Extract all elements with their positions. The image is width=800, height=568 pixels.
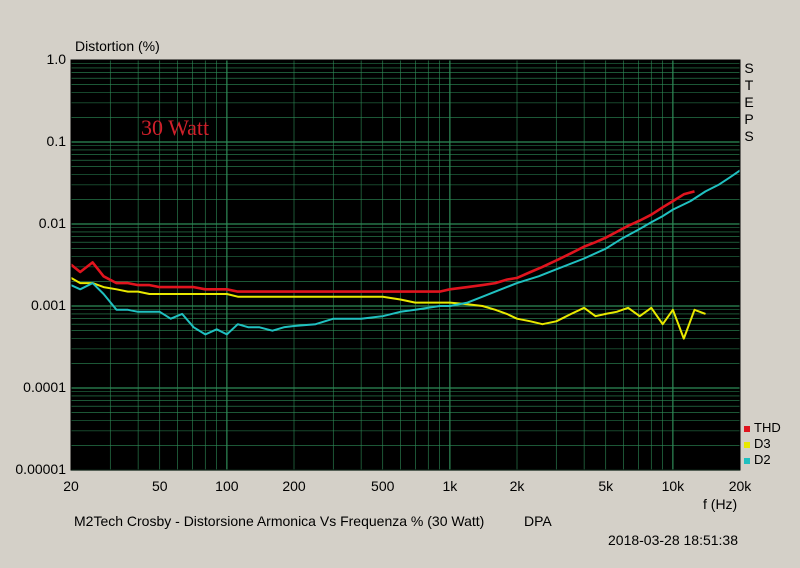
x-tick-label: 20k — [728, 478, 752, 494]
y-tick-label: 1.0 — [46, 51, 66, 67]
x-tick-label: 200 — [282, 478, 306, 494]
footer-brand: DPA — [524, 513, 552, 529]
legend-item-d3: D3 — [744, 436, 771, 451]
x-tick-label: 20 — [63, 478, 79, 494]
y-axis-label: Distortion (%) — [75, 38, 160, 54]
y-tick-label: 0.01 — [38, 215, 66, 231]
footer-caption: M2Tech Crosby - Distorsione Armonica Vs … — [74, 513, 485, 529]
steps-letter: E — [744, 94, 754, 110]
legend-label: D2 — [754, 452, 771, 467]
x-tick-label: 10k — [661, 478, 685, 494]
steps-letter: S — [744, 128, 754, 144]
grid-layer — [70, 60, 741, 471]
chart-annotation: 30 Watt — [141, 115, 210, 140]
series-line-d2 — [70, 169, 741, 336]
plot-frame — [70, 59, 741, 471]
plot-background — [71, 60, 740, 470]
series-line-d3 — [70, 277, 706, 340]
legend-swatch — [744, 441, 750, 448]
y-tick-label: 0.00001 — [15, 461, 66, 477]
x-axis-label: f (Hz) — [703, 496, 738, 512]
x-tick-label: 2k — [509, 478, 525, 494]
legend-label: THD — [754, 420, 781, 435]
legend-item-d2: D2 — [744, 452, 771, 467]
x-tick-label: 1k — [442, 478, 458, 494]
x-tick-label: 100 — [215, 478, 239, 494]
legend-label: D3 — [754, 436, 771, 451]
y-tick-label: 0.001 — [30, 297, 66, 313]
footer-timestamp: 2018-03-28 18:51:38 — [608, 532, 738, 548]
steps-letter: S — [744, 60, 754, 76]
legend-swatch — [744, 457, 750, 464]
y-tick-label: 0.0001 — [23, 379, 66, 395]
legend-item-thd: THD — [744, 420, 781, 435]
legend-swatch — [744, 425, 750, 432]
steps-letter: P — [744, 111, 754, 127]
y-tick-label: 0.1 — [46, 133, 66, 149]
series-line-thd — [70, 190, 695, 293]
x-tick-label: 50 — [151, 478, 168, 494]
x-tick-label: 5k — [598, 478, 614, 494]
x-tick-label: 500 — [371, 478, 395, 494]
series-layer — [70, 169, 741, 340]
steps-letter: T — [744, 77, 754, 93]
